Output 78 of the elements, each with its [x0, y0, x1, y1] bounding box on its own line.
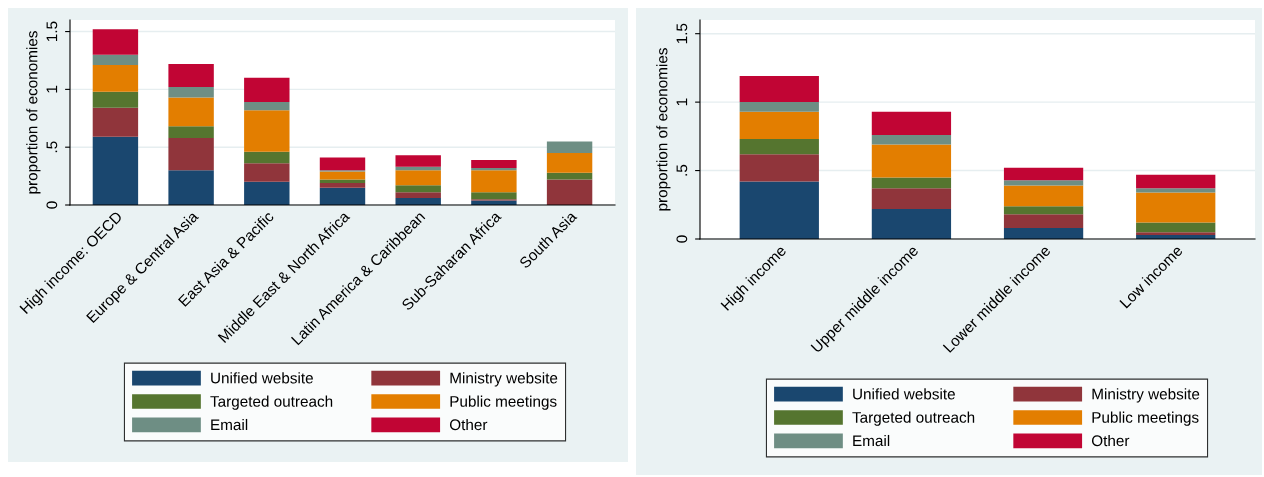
bar: [739, 139, 819, 155]
legend-label: Unified website: [853, 388, 955, 400]
bar: [319, 171, 366, 180]
bar: [92, 136, 139, 205]
bar: [92, 29, 139, 55]
bar: [1003, 185, 1084, 207]
bar: [871, 188, 952, 209]
bar: [871, 144, 952, 178]
bar: [395, 170, 441, 186]
y-tick-label: 1.5: [46, 21, 58, 42]
bar: [546, 141, 593, 153]
bar: [739, 181, 819, 239]
bar: [244, 151, 290, 164]
legend-label: Ministry website: [450, 372, 558, 387]
bar: [92, 107, 139, 137]
bar: [395, 185, 441, 193]
y-tick-label: .5: [46, 141, 58, 153]
legend-label: Targeted outreach: [852, 411, 975, 426]
bar: [471, 170, 517, 193]
bar: [1136, 188, 1216, 193]
bar: [319, 157, 366, 171]
y-tick-label: 1: [46, 85, 58, 93]
bar: [92, 91, 139, 108]
bar: [168, 170, 214, 205]
bar: [471, 192, 517, 200]
bar: [739, 111, 819, 140]
y-axis-title: proportion of economies: [26, 31, 41, 194]
legend-label: Public meetings: [1092, 411, 1199, 426]
bar: [871, 111, 952, 135]
bar: [1003, 206, 1084, 215]
bar: [244, 77, 290, 103]
bar: [471, 159, 517, 168]
bar: [168, 126, 214, 138]
legend-label: Unified website: [211, 372, 313, 384]
bar: [244, 163, 290, 182]
bar: [395, 192, 441, 199]
bar: [739, 154, 819, 182]
bar: [1136, 222, 1216, 233]
bar: [546, 179, 593, 205]
legend-label: Other: [1091, 434, 1130, 447]
bar: [546, 152, 593, 173]
bar: [1003, 228, 1084, 239]
bar: [1003, 214, 1084, 229]
y-axis-title: proportion of economies: [656, 48, 671, 211]
bar: [244, 110, 290, 152]
y-tick-label: 1.5: [676, 23, 688, 44]
bar: [546, 172, 593, 180]
legend-label: Email: [211, 418, 248, 431]
y-tick-label: 1: [676, 98, 688, 106]
bar: [1136, 174, 1216, 189]
bar: [168, 63, 214, 88]
bar: [1136, 192, 1216, 223]
bar: [168, 87, 214, 98]
bar: [319, 183, 366, 188]
legend-label: Targeted outreach: [210, 395, 333, 410]
legend-label: Ministry website: [1092, 388, 1200, 403]
y-tick-label: .5: [676, 164, 688, 176]
bar: [92, 54, 139, 66]
bar: [1003, 167, 1084, 181]
bar: [244, 181, 290, 205]
y-tick-label: 0: [46, 201, 58, 209]
bar: [319, 187, 366, 205]
bar: [871, 134, 952, 145]
bar: [871, 177, 952, 189]
bar: [1136, 232, 1216, 235]
bar: [739, 76, 819, 103]
legend-label: Other: [449, 418, 488, 431]
bar: [739, 102, 819, 112]
bar: [871, 208, 952, 239]
bar: [168, 97, 214, 127]
legend-label: Public meetings: [450, 395, 557, 410]
bar: [244, 102, 290, 111]
bar: [92, 65, 139, 92]
bar: [168, 137, 214, 171]
bar: [1003, 180, 1084, 186]
bar: [395, 155, 441, 167]
legend-label: Email: [853, 434, 890, 447]
y-tick-label: 0: [676, 235, 688, 243]
